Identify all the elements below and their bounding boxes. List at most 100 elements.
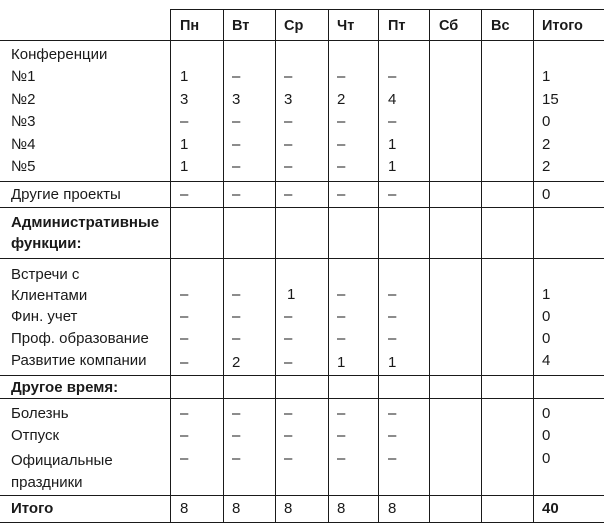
- col-header-tue: Вт: [232, 18, 250, 34]
- total-row-label: Итого: [11, 500, 54, 517]
- cell-total: 2: [542, 136, 551, 153]
- cell-fri: 4: [388, 91, 397, 108]
- cell-wed: –: [284, 186, 293, 203]
- cell-wed: –: [284, 136, 293, 153]
- cell-tue: –: [232, 308, 241, 325]
- cell-fri: –: [388, 330, 397, 347]
- row-label: Встречи с Клиентами: [11, 266, 88, 304]
- cell-tue: –: [232, 405, 241, 422]
- row-label: №3: [11, 113, 36, 130]
- cell-wed: –: [284, 330, 293, 347]
- col-divider: [170, 9, 171, 523]
- cell-tue: 3: [232, 91, 241, 108]
- col-divider: [533, 9, 534, 523]
- row-label: №4: [11, 136, 36, 153]
- cell-thu: –: [337, 405, 346, 422]
- cell-thu: –: [337, 158, 346, 175]
- cell-fri: –: [388, 286, 397, 303]
- cell-mon: –: [180, 330, 189, 347]
- cell-tue: –: [232, 450, 241, 467]
- row-label: Фин. учет: [11, 308, 78, 325]
- cell-thu: –: [337, 286, 346, 303]
- col-divider: [429, 9, 430, 523]
- cell-tue: –: [232, 136, 241, 153]
- cell-total: 2: [542, 158, 551, 175]
- cell-wed: –: [284, 405, 293, 422]
- row-label: Болезнь: [11, 405, 69, 422]
- col-header-sat: Сб: [439, 18, 459, 34]
- cell-mon: –: [180, 308, 189, 325]
- cell-mon: 1: [180, 158, 189, 175]
- cell-total: 0: [542, 427, 551, 444]
- total-wed: 8: [284, 500, 293, 517]
- cell-thu: –: [337, 330, 346, 347]
- cell-total: 4: [542, 352, 551, 369]
- cell-tue: –: [232, 68, 241, 85]
- cell-tue: –: [232, 286, 241, 303]
- cell-wed: –: [284, 113, 293, 130]
- col-divider: [378, 9, 379, 523]
- cell-total: 0: [542, 450, 551, 467]
- table-bottom-rule: [0, 522, 604, 523]
- cell-total: 1: [542, 68, 551, 85]
- cell-wed: –: [284, 68, 293, 85]
- cell-thu: 1: [337, 354, 346, 371]
- cell-thu: –: [337, 427, 346, 444]
- total-thu: 8: [337, 500, 346, 517]
- cell-tue: 2: [232, 354, 241, 371]
- header-top-rule: [170, 9, 604, 10]
- cell-fri: –: [388, 113, 397, 130]
- row-rule: [0, 495, 604, 496]
- col-divider: [275, 9, 276, 523]
- cell-mon: –: [180, 354, 189, 371]
- cell-tue: –: [232, 113, 241, 130]
- cell-tue: –: [232, 330, 241, 347]
- col-header-fri: Пт: [388, 18, 406, 34]
- row-rule: [0, 258, 604, 259]
- col-header-mon: Пн: [180, 18, 200, 34]
- section-heading-conferences: Конференции: [11, 46, 108, 63]
- cell-tue: –: [232, 186, 241, 203]
- col-divider: [223, 9, 224, 523]
- cell-mon: 1: [180, 136, 189, 153]
- cell-fri: –: [388, 405, 397, 422]
- cell-thu: –: [337, 136, 346, 153]
- cell-tue: –: [232, 427, 241, 444]
- row-rule: [0, 207, 604, 208]
- cell-mon: –: [180, 286, 189, 303]
- cell-total: 0: [542, 308, 551, 325]
- col-header-thu: Чт: [337, 18, 355, 34]
- cell-total: 0: [542, 186, 551, 203]
- row-label: №2: [11, 91, 36, 108]
- cell-thu: –: [337, 186, 346, 203]
- cell-fri: –: [388, 68, 397, 85]
- cell-wed: –: [284, 308, 293, 325]
- cell-mon: –: [180, 405, 189, 422]
- row-label: №1: [11, 68, 36, 85]
- row-label: №5: [11, 158, 36, 175]
- row-rule: [0, 398, 604, 399]
- cell-fri: –: [388, 450, 397, 467]
- cell-wed: –: [284, 427, 293, 444]
- cell-thu: –: [337, 113, 346, 130]
- cell-wed: 3: [284, 91, 293, 108]
- cell-mon: –: [180, 450, 189, 467]
- cell-thu: –: [337, 308, 346, 325]
- cell-total: 15: [542, 91, 559, 108]
- col-divider: [328, 9, 329, 523]
- row-rule: [0, 375, 604, 376]
- col-header-sun: Вс: [491, 18, 510, 34]
- col-header-wed: Ср: [284, 18, 304, 34]
- header-bottom-rule: [0, 40, 604, 41]
- cell-wed: –: [284, 354, 293, 371]
- cell-fri: –: [388, 308, 397, 325]
- section-heading-admin: Административные функции:: [11, 214, 160, 252]
- cell-mon: –: [180, 113, 189, 130]
- cell-thu: –: [337, 68, 346, 85]
- row-label: Другие проекты: [11, 186, 121, 203]
- cell-total: 1: [542, 286, 551, 303]
- cell-fri: 1: [388, 158, 397, 175]
- cell-fri: 1: [388, 354, 397, 371]
- cell-total: 0: [542, 113, 551, 130]
- cell-fri: –: [388, 427, 397, 444]
